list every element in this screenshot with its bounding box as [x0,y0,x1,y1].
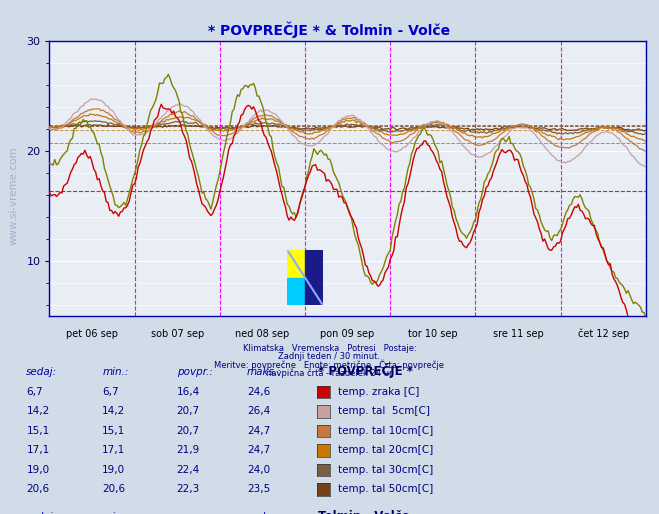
Text: 23,5: 23,5 [247,484,270,494]
Text: min.:: min.: [102,511,129,514]
Text: 22,4: 22,4 [177,465,200,475]
Text: povpr.:: povpr.: [177,367,212,377]
Text: 22,3: 22,3 [177,484,200,494]
Text: sedaj:: sedaj: [26,367,57,377]
Text: sedaj:: sedaj: [26,511,57,514]
Bar [287,250,305,278]
Text: * POVPREČJE *: * POVPREČJE * [318,363,413,378]
Text: pon 09 sep: pon 09 sep [320,329,375,339]
Text: 26,4: 26,4 [247,406,270,416]
Text: 15,1: 15,1 [102,426,125,436]
Text: 17,1: 17,1 [26,445,49,455]
Text: temp. tal 50cm[C]: temp. tal 50cm[C] [338,484,434,494]
Text: temp. zraka [C]: temp. zraka [C] [338,387,419,397]
Text: min.:: min.: [102,367,129,377]
Text: 24,0: 24,0 [247,465,270,475]
Text: sob 07 sep: sob 07 sep [151,329,204,339]
Text: navpična črta - razdelek 24 ur: navpična črta - razdelek 24 ur [266,368,393,378]
Text: povpr.:: povpr.: [177,511,212,514]
Text: pet 06 sep: pet 06 sep [66,329,118,339]
Text: temp. tal 20cm[C]: temp. tal 20cm[C] [338,445,434,455]
Text: temp. tal 30cm[C]: temp. tal 30cm[C] [338,465,434,475]
Text: * POVPREČJE * & Tolmin - Volče: * POVPREČJE * & Tolmin - Volče [208,22,451,38]
Text: 24,7: 24,7 [247,426,270,436]
Text: ned 08 sep: ned 08 sep [235,329,289,339]
Text: 16,4: 16,4 [177,387,200,397]
Text: 21,9: 21,9 [177,445,200,455]
Text: maks.:: maks.: [247,511,282,514]
Text: 17,1: 17,1 [102,445,125,455]
Text: 6,7: 6,7 [26,387,43,397]
Text: 19,0: 19,0 [102,465,125,475]
Text: 20,7: 20,7 [177,406,200,416]
Text: 15,1: 15,1 [26,426,49,436]
Text: sre 11 sep: sre 11 sep [493,329,544,339]
Text: temp. tal 10cm[C]: temp. tal 10cm[C] [338,426,434,436]
Text: 20,6: 20,6 [102,484,125,494]
Text: 19,0: 19,0 [26,465,49,475]
Text: Tolmin - Volče: Tolmin - Volče [318,510,410,514]
Bar [305,250,323,305]
Text: 20,6: 20,6 [26,484,49,494]
Text: 20,7: 20,7 [177,426,200,436]
Text: maks.:: maks.: [247,367,282,377]
Text: tor 10 sep: tor 10 sep [408,329,457,339]
Text: 24,6: 24,6 [247,387,270,397]
Text: temp. tal  5cm[C]: temp. tal 5cm[C] [338,406,430,416]
Text: Meritve: povprečne   Enote: metrične   Črta: povprečje: Meritve: povprečne Enote: metrične Črta:… [214,359,445,370]
Text: www.si-vreme.com: www.si-vreme.com [9,146,18,245]
Text: 6,7: 6,7 [102,387,119,397]
Text: Zadnji teden / 30 minut.: Zadnji teden / 30 minut. [279,352,380,361]
Text: 14,2: 14,2 [102,406,125,416]
Text: 24,7: 24,7 [247,445,270,455]
Text: Klimatska   Vremenska   Potresi   Postaje:: Klimatska Vremenska Potresi Postaje: [243,344,416,353]
Text: čet 12 sep: čet 12 sep [577,329,629,339]
Bar [287,278,305,305]
Text: 14,2: 14,2 [26,406,49,416]
